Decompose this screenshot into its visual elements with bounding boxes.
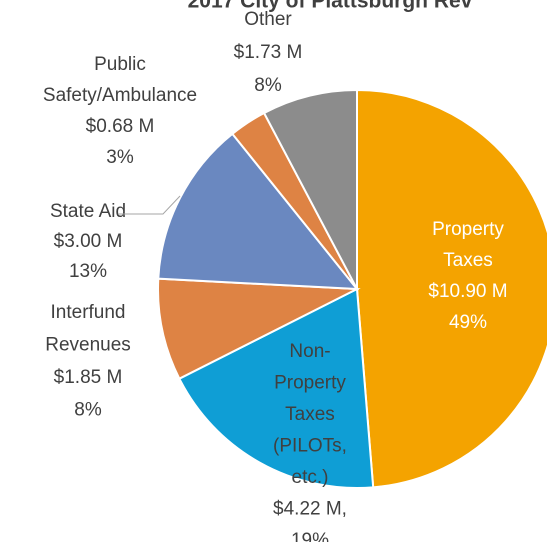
chart-title: 2017 City of Plattsburgh Rev [188,0,473,13]
value-label: $4.22 M, [273,499,347,520]
slice-label: State Aid [50,201,126,222]
percent-label: 13% [69,261,107,282]
slice-label: Other [244,9,292,30]
pie-slice [178,287,375,489]
value-label: $10.90 M [428,281,507,302]
slice-label: Property Taxes [432,219,504,271]
percent-label: 8% [254,75,282,96]
slice-label: Interfund Revenues [45,302,131,356]
pie-slice [157,277,361,381]
percent-label: 19% [291,530,329,542]
value-label: $3.00 M [54,231,123,252]
value-label: $1.85 M [54,367,123,388]
pie-slice [157,132,360,291]
percent-label: 8% [74,400,102,421]
slice-label: Public Safety/Ambulance [43,54,197,106]
percent-label: 3% [106,147,134,168]
value-label: $0.68 M [86,116,155,137]
pie-slice [262,88,358,290]
pie-slice [356,88,547,489]
slice-label: Non-Property Taxes (PILOTs, etc.) [273,341,347,488]
leader-line [118,195,181,215]
percent-label: 49% [449,312,487,333]
value-label: $1.73 M [234,42,303,63]
